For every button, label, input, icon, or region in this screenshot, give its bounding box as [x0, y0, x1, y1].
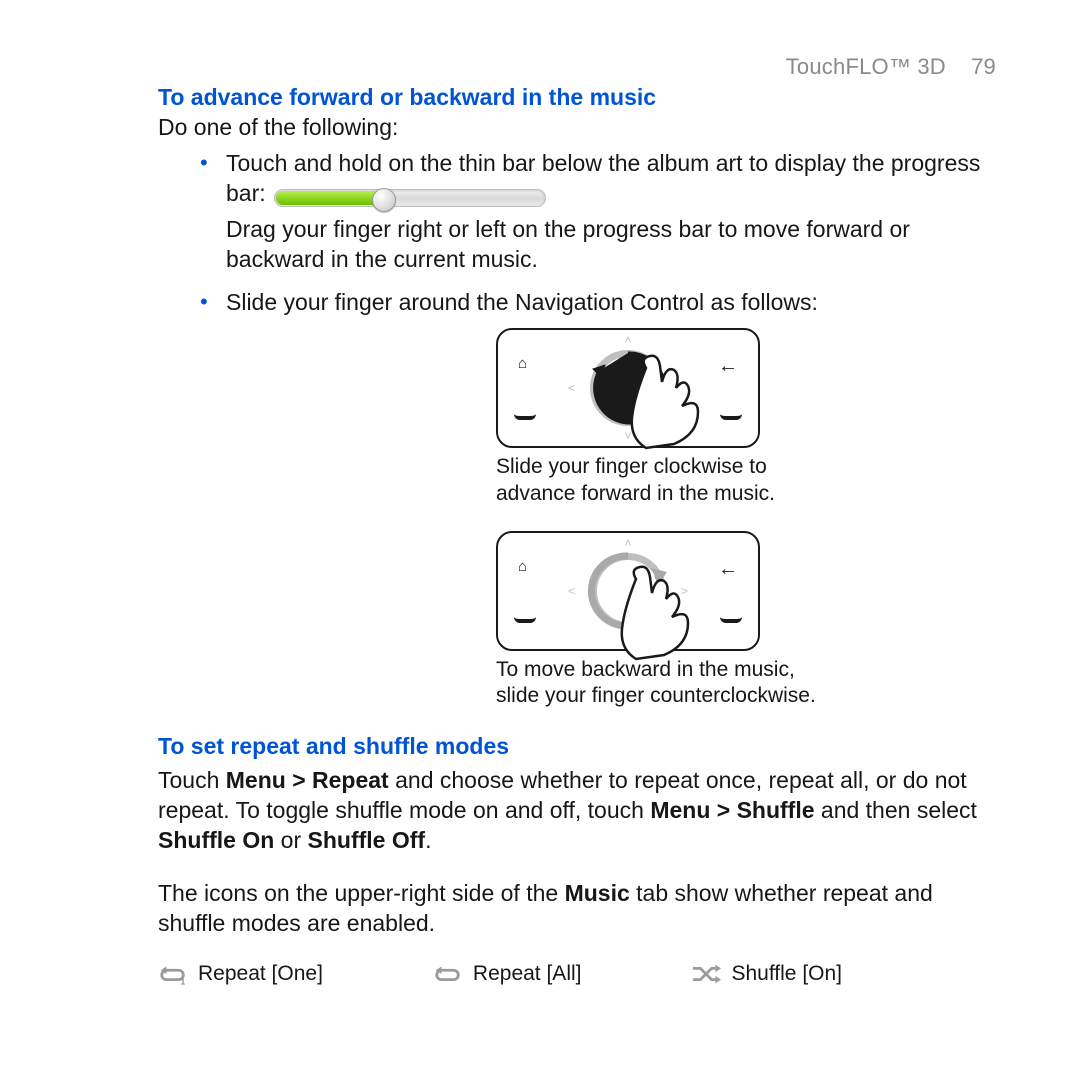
end-call-icon	[720, 613, 742, 623]
section-heading-advance: To advance forward or backward in the mu…	[158, 84, 996, 111]
bullet2-text: Slide your finger around the Navigation …	[226, 289, 818, 315]
p1g: or	[274, 827, 307, 853]
back-icon: ←	[718, 559, 738, 579]
p1i: .	[425, 827, 431, 853]
svg-text:1: 1	[181, 976, 186, 986]
call-icon	[514, 410, 536, 420]
progress-fill	[276, 191, 384, 205]
home-icon: ⌂	[518, 356, 527, 371]
hand-icon	[616, 348, 726, 458]
shuffle-on-label: Shuffle [On]	[731, 962, 842, 986]
page-header: TouchFLO™ 3D 79	[158, 54, 996, 80]
chevron-left-icon: ˂	[568, 382, 575, 394]
mode-icons-row: 1 Repeat [One] Repeat [All] Shuffle [On]	[158, 962, 996, 986]
progress-thumb	[372, 188, 396, 212]
figure-counterclockwise: ˄ ˅ ˂ ˃ ⌂ ←	[496, 531, 996, 710]
p1d: Menu > Shuffle	[650, 797, 814, 823]
device-outline-cw: ˄ ˅ ˂ ˃ ⌂ ←	[496, 328, 760, 448]
manual-page: TouchFLO™ 3D 79 To advance forward or ba…	[0, 0, 1080, 1080]
progress-bar-figure	[274, 185, 546, 215]
product-name: TouchFLO™ 3D	[786, 54, 946, 79]
repeat-one-icon: 1	[158, 962, 188, 986]
device-outline-ccw: ˄ ˅ ˂ ˃ ⌂ ←	[496, 531, 760, 651]
modes-paragraph-2: The icons on the upper-right side of the…	[158, 879, 996, 939]
p1e: and then select	[815, 797, 977, 823]
hand-icon	[606, 559, 716, 669]
figure-clockwise: ˄ ˅ ˂ ˃ ⌂ ←	[496, 328, 996, 507]
section-heading-modes: To set repeat and shuffle modes	[158, 733, 996, 760]
chevron-left-icon: ˂	[568, 585, 575, 597]
home-icon: ⌂	[518, 559, 527, 574]
p1a: Touch	[158, 767, 226, 793]
modes-paragraph-1: Touch Menu > Repeat and choose whether t…	[158, 766, 996, 856]
caption-cw: Slide your finger clockwise to advance f…	[496, 454, 816, 507]
mode-repeat-one: 1 Repeat [One]	[158, 962, 323, 986]
p1b: Menu > Repeat	[226, 767, 389, 793]
nav-figures: ˄ ˅ ˂ ˃ ⌂ ←	[292, 328, 996, 709]
repeat-all-icon	[433, 962, 463, 986]
bullet-progress-bar: Touch and hold on the thin bar below the…	[200, 149, 996, 275]
call-icon	[514, 613, 536, 623]
repeat-one-label: Repeat [One]	[198, 962, 323, 986]
page-number: 79	[971, 54, 996, 79]
p2b: Music	[565, 880, 630, 906]
intro-text: Do one of the following:	[158, 113, 996, 143]
bullet1-text-b: Drag your finger right or left on the pr…	[226, 216, 910, 272]
repeat-all-label: Repeat [All]	[473, 962, 582, 986]
instruction-list: Touch and hold on the thin bar below the…	[158, 149, 996, 709]
shuffle-icon	[691, 962, 721, 986]
p2a: The icons on the upper-right side of the	[158, 880, 565, 906]
p1f: Shuffle On	[158, 827, 274, 853]
mode-shuffle-on: Shuffle [On]	[691, 962, 842, 986]
mode-repeat-all: Repeat [All]	[433, 962, 582, 986]
p1h: Shuffle Off	[308, 827, 426, 853]
bullet-nav-control: Slide your finger around the Navigation …	[200, 288, 996, 709]
